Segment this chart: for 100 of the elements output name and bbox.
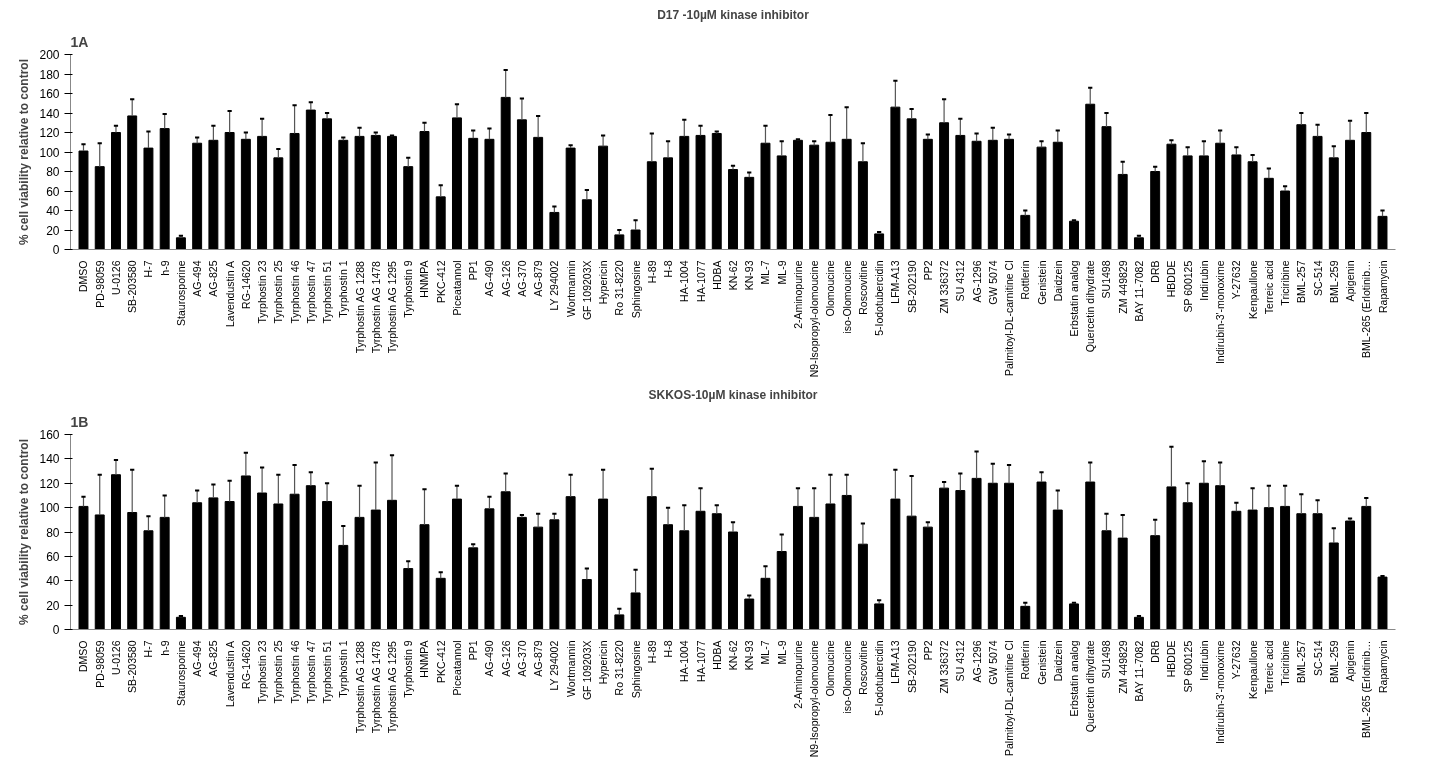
x-tick-label: Apigenin [1344, 640, 1357, 682]
x-tick-label: Palmitoyl-DL-carnitine Cl [1003, 640, 1016, 757]
x-tick-label: AG-1296 [970, 260, 983, 303]
x-tick-label: ML-9 [775, 640, 788, 665]
x-tick-label: ZM 336372 [938, 260, 951, 314]
x-tick-label: PD-98059 [93, 260, 106, 308]
x-tick-label: AG-126 [499, 640, 512, 677]
bar [792, 505, 803, 630]
bar [338, 544, 349, 630]
bar [792, 139, 803, 250]
x-tick-label: RG-14620 [239, 640, 252, 689]
x-tick-label: Kenpaullone [1246, 260, 1259, 319]
bar [598, 498, 609, 630]
x-tick-label: HNMPA [418, 260, 431, 298]
bar [549, 211, 560, 250]
x-tick-label: ZM 336372 [938, 640, 951, 694]
bar [500, 491, 511, 630]
bar [760, 577, 771, 630]
bar [192, 502, 203, 630]
bar [1020, 214, 1031, 250]
y-tick-label: 200 [39, 48, 60, 62]
bar [1215, 485, 1226, 630]
bar [192, 142, 203, 250]
bar [760, 142, 771, 250]
x-tick-label: U-0126 [109, 640, 122, 675]
bar [111, 132, 121, 250]
x-tick-label: N9-Isopropyl-olomoucine [808, 260, 821, 378]
text: 1A [70, 33, 89, 50]
x-tick-label: 5-Iodotubercidin [873, 640, 886, 716]
x-tick-label: AG-490 [483, 640, 496, 677]
x-tick-label: AG-825 [207, 260, 220, 297]
x-tick-label: Tyrphostin 23 [256, 640, 269, 704]
x-tick-label: AG-879 [532, 640, 545, 677]
bar [354, 516, 365, 630]
bar [451, 117, 462, 250]
bar [841, 494, 852, 630]
x-tick-label: HBDDE [1165, 640, 1178, 678]
x-tick-label: Tyrphostin 1 [337, 640, 350, 698]
x-tick-label: h-9 [158, 640, 171, 656]
bar [516, 119, 527, 250]
bar [1150, 535, 1161, 630]
x-tick-label: AG-494 [191, 260, 204, 297]
bar [809, 516, 820, 630]
bar [922, 526, 933, 630]
x-tick-label: Rapamycin [1376, 260, 1389, 314]
bar [857, 161, 868, 250]
bar [581, 579, 592, 630]
bar [1117, 537, 1128, 630]
x-tick-label: ZM 449829 [1116, 640, 1129, 694]
bar [1377, 215, 1388, 250]
y-tick-label: 160 [39, 87, 60, 101]
bar [1345, 520, 1355, 630]
bar [646, 496, 657, 630]
x-tick-label: 5-Iodotubercidin [873, 260, 886, 336]
y-tick-label: 60 [46, 549, 60, 564]
bar [1101, 530, 1112, 630]
bar [1280, 190, 1291, 250]
x-tick-label: GW 5074 [986, 260, 999, 305]
bar [224, 501, 235, 630]
x-tick-label: KN-62 [727, 260, 739, 291]
bar [890, 106, 901, 250]
bar [987, 482, 998, 630]
x-tick-label: SU1498 [1100, 640, 1113, 679]
bar [1377, 576, 1388, 630]
bar [354, 135, 365, 250]
x-tick-label: SC-514 [1311, 260, 1324, 297]
bar [403, 568, 414, 630]
bar [1361, 132, 1372, 250]
x-tick-label: Hypericin [597, 260, 610, 305]
bar [370, 134, 381, 250]
bar [338, 139, 349, 250]
x-tick-label: Sphingosine [629, 260, 642, 319]
y-tick-label: 80 [46, 165, 60, 179]
x-tick-label: Ro 31-8220 [613, 260, 626, 316]
x-tick-label: Triciribine [1279, 260, 1292, 306]
x-tick-label: PP2 [921, 640, 934, 661]
bar [305, 485, 316, 630]
x-tick-label: Wortmannin [564, 260, 577, 317]
x-tick-label: LFM-A13 [889, 640, 902, 684]
x-tick-label: HNMPA [418, 640, 431, 678]
bar [663, 157, 674, 250]
x-tick-label: Tyrphostin 47 [304, 640, 317, 704]
bar [1328, 157, 1339, 250]
bar [1231, 154, 1242, 250]
y-tick-label: 60 [46, 184, 60, 199]
y-tick-label: 100 [39, 145, 60, 160]
x-tick-label: HBDDE [1165, 260, 1178, 298]
bar [1263, 177, 1274, 250]
x-tick-label: Y-27632 [1230, 260, 1243, 300]
bar [1052, 141, 1063, 250]
x-tick-label: Tyrphostin 1 [337, 260, 350, 318]
bar [257, 492, 268, 630]
bar [549, 519, 560, 630]
x-tick-label: Erbstatin analog [1067, 640, 1080, 717]
x-tick-label: H-8 [662, 640, 675, 658]
x-tick-label: Indirubin-3'-monoxime [1214, 640, 1227, 745]
x-tick-label: GF 109203X [580, 260, 593, 321]
x-tick-label: Tyrphostin AG 1288 [353, 260, 366, 354]
x-tick-label: BML-265 (Erlotinib… [1360, 640, 1373, 738]
x-tick-label: Tyrphostin 46 [288, 260, 301, 324]
